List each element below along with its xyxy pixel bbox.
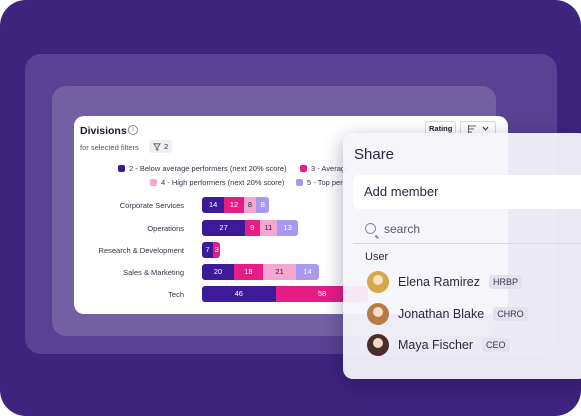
legend-item: 5 - Top per [296,178,343,187]
bar-segment[interactable]: 11 [259,220,278,236]
role-badge: CHRO [493,307,528,321]
bar-segment[interactable]: 9 [245,220,260,236]
legend-swatch [150,179,157,186]
user-row[interactable]: Elena Ramirez HRBP [367,271,522,293]
bar-segment[interactable]: 20 [202,264,234,280]
user-section-header: User [365,251,389,263]
add-member-button[interactable]: Add member [353,175,581,209]
share-panel: Share Add member search User Elena Ramir… [343,133,581,379]
user-row[interactable]: Maya Fischer CEO [367,334,510,356]
legend-label: 5 - Top per [307,178,343,187]
row-label: Tech [168,290,184,299]
search-icon [365,223,376,234]
bar-segment[interactable]: 14 [202,197,225,213]
legend-item: 2 - Below average performers (next 20% s… [118,164,287,173]
avatar [367,334,389,356]
row-label: Operations [147,224,184,233]
avatar [367,303,389,325]
bar-segment[interactable]: 12 [224,197,244,213]
user-name: Jonathan Blake [398,307,485,321]
user-name: Maya Fischer [398,338,474,352]
bar-segment[interactable]: 21 [262,264,297,280]
legend-swatch [118,165,125,172]
role-badge: CEO [482,338,510,352]
row-label: Corporate Services [119,201,184,210]
row-label: Research & Development [98,246,184,255]
filter-count: 2 [164,142,169,151]
bar-segment[interactable]: 3 [213,242,221,258]
search-field[interactable]: search [353,214,581,244]
legend-swatch [300,165,307,172]
chevron-down-icon [482,126,488,131]
filter-chip[interactable]: 2 [149,140,173,153]
user-row[interactable]: Jonathan Blake CHRO [367,303,528,325]
row-label: Sales & Marketing [123,268,184,277]
bar-segment[interactable]: 7 [202,242,214,258]
bar-segment[interactable]: 27 [202,220,246,236]
bar-segment[interactable]: 46 [202,286,276,302]
user-name: Elena Ramirez [398,275,480,289]
legend-item: 3 - Average [300,164,349,173]
legend-swatch [296,179,303,186]
legend-item: 4 - High performers (next 20% score) [150,178,284,187]
search-placeholder: search [384,221,421,236]
sort-icon [467,124,476,133]
legend-label: 2 - Below average performers (next 20% s… [129,164,287,173]
bar-segment[interactable]: 18 [234,264,263,280]
card-title: Divisions [80,125,127,137]
share-title: Share [354,146,395,163]
bar-segment[interactable]: 8 [243,197,257,213]
bar-segment[interactable]: 14 [296,264,319,280]
avatar [367,271,389,293]
bar-segment[interactable]: 13 [277,220,298,236]
role-badge: HRBP [488,275,522,289]
filter-icon [153,142,161,151]
bar-segment[interactable]: 8 [256,197,270,213]
legend-label: 4 - High performers (next 20% score) [161,178,285,187]
filters-label: for selected filters [80,143,139,152]
info-icon[interactable]: i [128,125,138,135]
legend-label: 3 - Average [311,164,350,173]
